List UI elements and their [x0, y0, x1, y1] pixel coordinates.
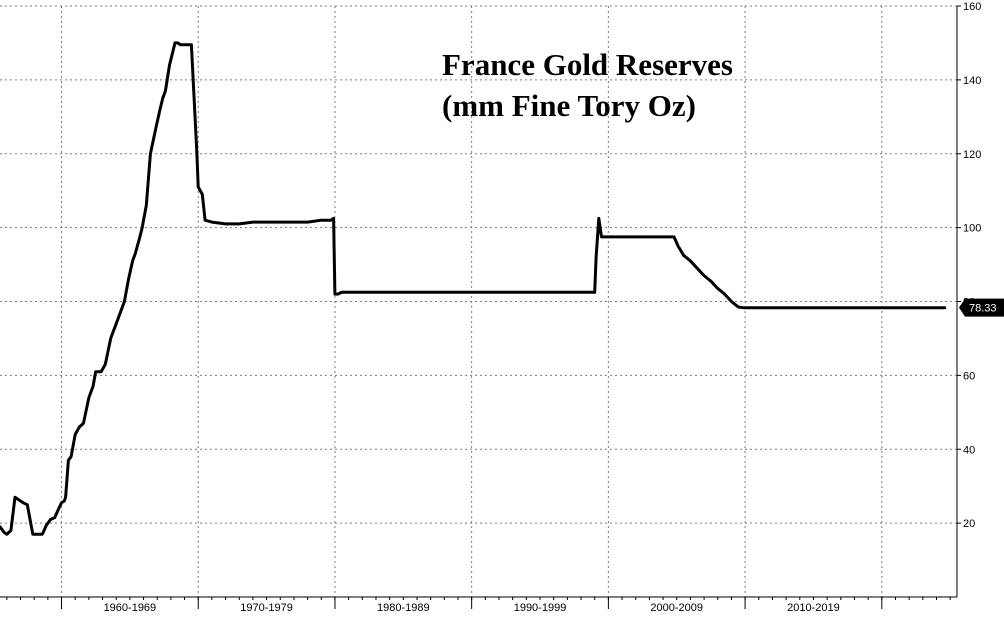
chart-title-line-1: France Gold Reserves: [442, 47, 733, 82]
y-axis-ticks: 20406080100120140160: [957, 1, 981, 530]
x-tick-label-1980-1989: 1980-1989: [377, 602, 430, 614]
x-tick-label-1970-1979: 1970-1979: [240, 602, 293, 614]
last-value-badge: [959, 298, 1004, 317]
y-tick-label-100: 100: [963, 223, 981, 235]
gridlines: [0, 5, 957, 597]
chart-title-line-2: (mm Fine Tory Oz): [442, 88, 696, 123]
y-tick-label-20: 20: [963, 518, 975, 530]
last-value-callout: 78.33: [959, 298, 1004, 317]
x-tick-label-1960-1969: 1960-1969: [104, 602, 157, 614]
x-axis-ticks: 1960-1969 1970-1979 1980-1989 1990-1999 2000…: [6, 597, 951, 614]
series-layer: [0, 41, 947, 536]
y-tick-label-40: 40: [963, 444, 975, 456]
y-tick-label-140: 140: [963, 75, 981, 87]
y-tick-label-160: 160: [963, 1, 981, 13]
chart-title: France Gold Reserves (mm Fine Tory Oz): [442, 44, 733, 126]
x-tick-label-2010-2019: 2010-2019: [787, 602, 840, 614]
y-tick-label-60: 60: [963, 370, 975, 382]
x-tick-label-1990-1999: 1990-1999: [514, 602, 567, 614]
y-tick-label-120: 120: [963, 149, 981, 161]
series-line-0: [0, 41, 947, 536]
last-value-label: 78.33: [969, 303, 997, 315]
x-tick-label-2000-2009: 2000-2009: [650, 602, 703, 614]
